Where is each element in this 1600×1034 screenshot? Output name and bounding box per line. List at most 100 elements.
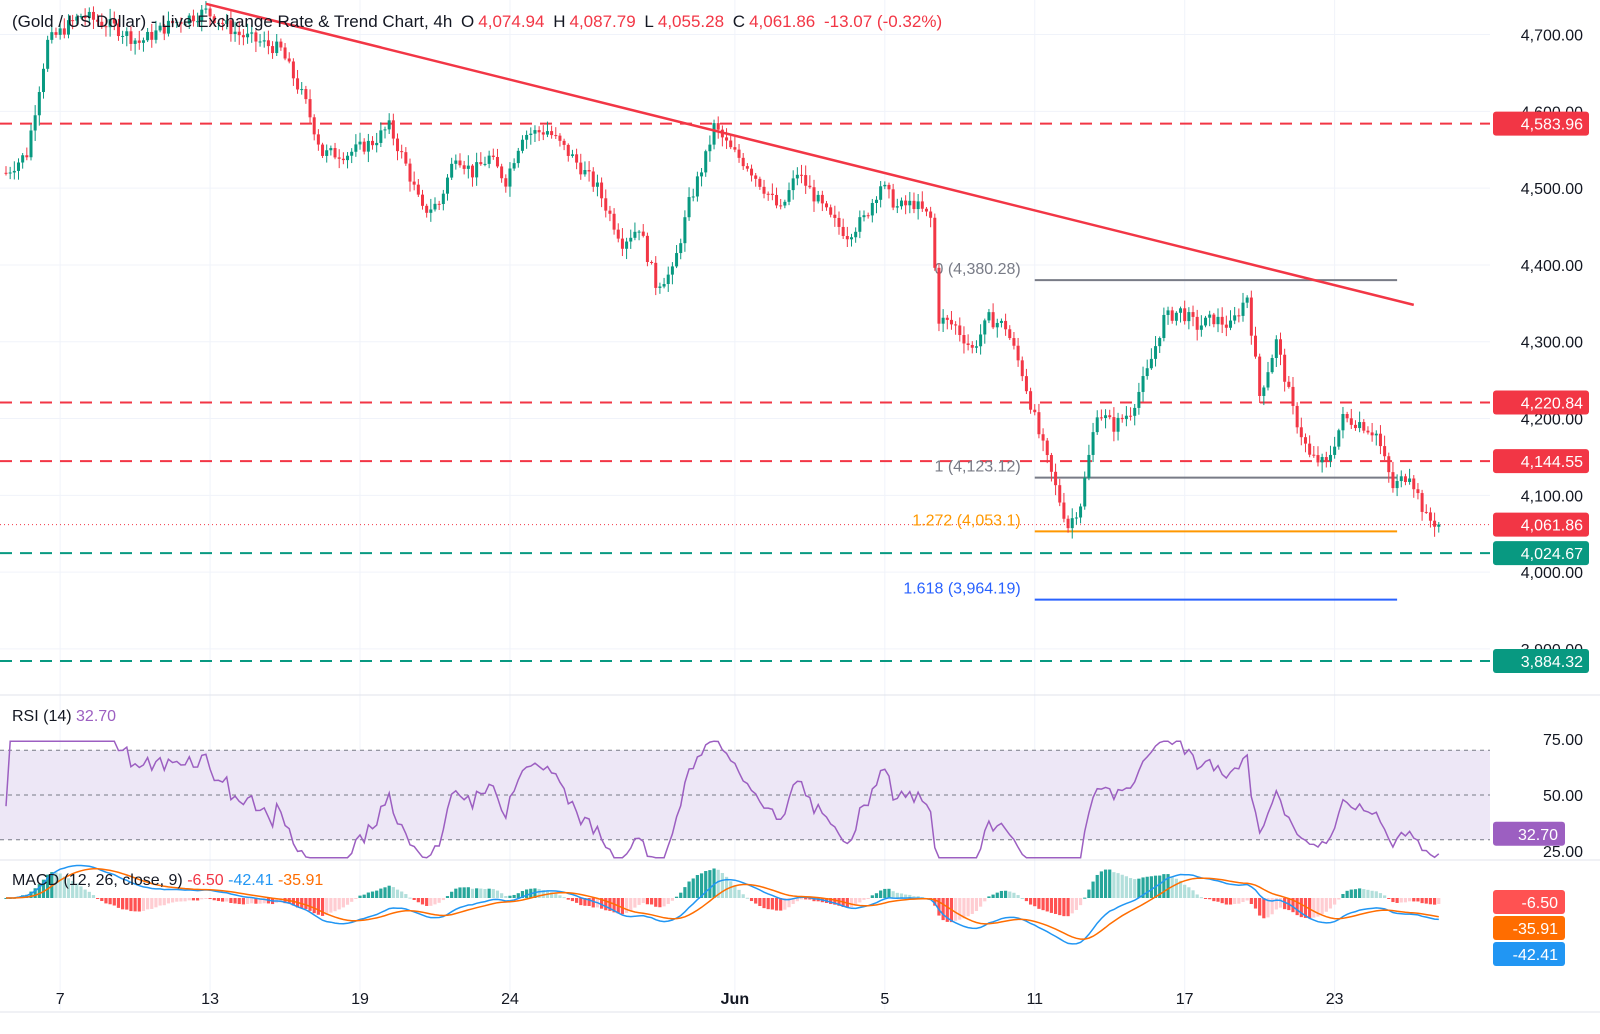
macd-hist-bar: [1358, 888, 1362, 898]
macd-hist-bar: [674, 896, 679, 898]
macd-hist-bar: [1216, 898, 1220, 902]
candle-body: [733, 147, 737, 150]
macd-hist-bar: [874, 893, 879, 898]
candle-body: [858, 217, 862, 232]
macd-hist-bar: [333, 898, 337, 912]
macd-hist-bar: [579, 898, 583, 906]
candle-body: [346, 155, 350, 161]
macd-hist-bar: [966, 898, 970, 917]
candle-body: [779, 205, 783, 207]
macd-hist-bar: [387, 885, 391, 898]
macd-hist-bar: [716, 869, 720, 898]
candle-body: [1266, 372, 1270, 388]
candle-body: [8, 172, 12, 174]
candle-body: [1216, 316, 1220, 325]
macd-hist-bar: [566, 898, 570, 900]
macd-hist-bar: [37, 884, 41, 898]
candle-body: [1370, 432, 1374, 436]
candle-body: [375, 142, 379, 146]
macd-hist-bar: [33, 888, 37, 898]
candle-body: [504, 178, 508, 187]
macd-hist-bar: [799, 898, 804, 900]
candle-body: [462, 165, 466, 169]
candle-body: [833, 214, 837, 218]
candle-body: [287, 58, 291, 62]
candle-body: [541, 132, 545, 135]
macd-hist-bar: [575, 898, 579, 903]
candle-body: [179, 21, 183, 24]
candle-body: [820, 194, 824, 204]
candle-body: [1012, 338, 1016, 346]
candle-body: [341, 158, 345, 161]
candle-body: [25, 155, 29, 158]
chart-title: (Gold / US Dollar) - Live Exchange Rate …: [12, 12, 946, 32]
macd-hist-bar: [1174, 878, 1178, 898]
macd-hist-bar: [1112, 872, 1116, 898]
macd-hist-bar: [1212, 898, 1216, 902]
macd-hist-bar: [1004, 890, 1008, 898]
candle-body: [966, 343, 970, 345]
rsi-badge: [1493, 821, 1565, 846]
candle-body: [695, 176, 699, 197]
macd-hist-bar: [1074, 898, 1079, 910]
candle-body: [350, 151, 354, 156]
macd-hist-bar: [350, 898, 354, 902]
macd-hist-bar: [587, 898, 591, 906]
candle-body: [1349, 418, 1353, 425]
candle-body: [141, 40, 145, 43]
candle-body: [1045, 440, 1049, 456]
date-tick-label: 13: [201, 991, 219, 1008]
candle-body: [1208, 314, 1212, 318]
macd-hist-bar: [258, 898, 262, 904]
level-badge: [1493, 541, 1589, 566]
candle-body: [433, 203, 437, 210]
macd-hist-bar: [1158, 875, 1162, 898]
candle-body: [312, 117, 316, 135]
macd-hist-bar: [1162, 874, 1166, 898]
macd-hist-bar: [495, 890, 500, 898]
macd-hist-bar: [983, 898, 987, 902]
candle-body: [666, 274, 670, 285]
macd-hist-bar: [904, 894, 908, 898]
macd-hist-bar: [1328, 898, 1333, 909]
candle-body: [495, 156, 499, 167]
candle-body: [570, 154, 574, 156]
macd-hist-bar: [979, 898, 983, 907]
candle-body: [1120, 417, 1124, 420]
macd-hist-bar: [1078, 898, 1083, 906]
candle-body: [1212, 314, 1216, 325]
candle-body: [795, 174, 799, 179]
macd-hist-bar: [46, 874, 50, 898]
candle-body: [175, 21, 179, 24]
candle-body: [162, 25, 166, 34]
current-price-badge: [1493, 512, 1589, 537]
candle-body: [79, 16, 83, 18]
macd-hist-bar: [1033, 898, 1037, 907]
candle-body: [1199, 325, 1203, 330]
candle-body: [770, 193, 774, 195]
macd-hist-bar: [641, 898, 645, 904]
macd-hist-bar: [1312, 898, 1316, 918]
level-badge: [1493, 390, 1589, 415]
candle-body: [854, 231, 858, 238]
macd-hist-bar: [1191, 890, 1195, 898]
candle-body: [1224, 324, 1228, 328]
candle-body: [1220, 316, 1224, 325]
candle-body: [1308, 443, 1312, 455]
macd-hist-bar: [108, 898, 112, 905]
macd-hist-bar: [620, 898, 625, 915]
macd-hist-bar: [1062, 898, 1066, 917]
macd-line-value: -42.41: [228, 872, 274, 889]
macd-hist-bar: [729, 881, 733, 898]
candle-body: [500, 166, 504, 179]
macd-hist-bar: [329, 898, 333, 913]
macd-hist-bar: [954, 898, 958, 921]
macd-hist-bar: [83, 889, 87, 898]
candle-body: [1091, 432, 1095, 455]
macd-hist-bar: [1274, 898, 1278, 910]
candle-body: [904, 200, 908, 206]
candle-body: [491, 155, 495, 157]
rsi-tick-label: 25.00: [1543, 844, 1583, 861]
macd-hist-bar: [462, 887, 466, 898]
symbol-title: (Gold / US Dollar) - Live Exchange Rate …: [12, 12, 453, 31]
